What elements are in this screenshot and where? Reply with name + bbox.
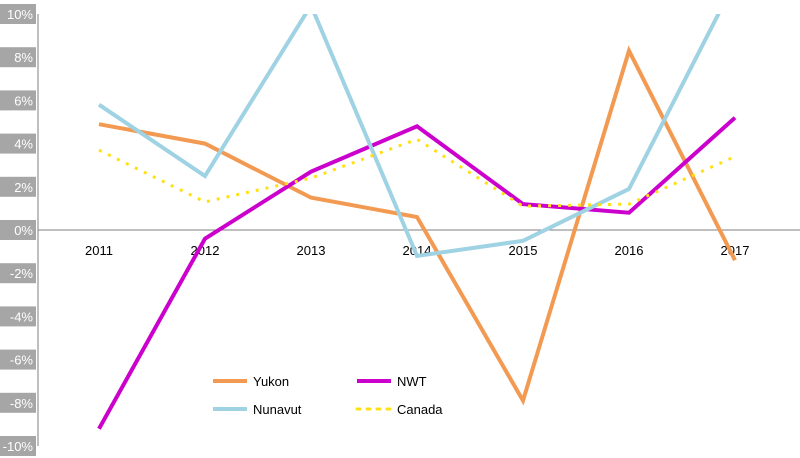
y-tick-label: -8% <box>10 396 34 411</box>
series-line-nwt <box>97 116 737 430</box>
legend-label-yukon: Yukon <box>253 374 289 389</box>
y-tick-label-bg <box>0 133 36 154</box>
y-tick-label: 0% <box>14 223 33 238</box>
series-line-canada <box>98 137 736 208</box>
y-tick-label-bg <box>0 392 36 413</box>
y-tick-label: 4% <box>14 137 33 152</box>
legend-label-canada: Canada <box>397 402 443 417</box>
y-tick-label: -10% <box>3 439 34 454</box>
y-tick-label-bg <box>0 90 36 111</box>
y-tick-label-bg <box>0 263 36 284</box>
y-tick-label: 6% <box>14 93 33 108</box>
y-tick-label-bg <box>0 47 36 68</box>
legend-label-nwt: NWT <box>397 374 427 389</box>
y-tick-label: -4% <box>10 309 34 324</box>
series-line-nunavut <box>97 14 721 259</box>
x-tick-label: 2015 <box>509 243 538 258</box>
y-axis: 10% 8% 6% 4% 2% 0% -2% -4% -6% -8% -10% <box>0 4 39 456</box>
y-tick-label: -2% <box>10 266 34 281</box>
legend: Yukon NWT Nunavut Canada <box>213 374 443 417</box>
legend-label-nunavut: Nunavut <box>253 402 302 417</box>
series-layer <box>97 14 737 430</box>
y-tick-label-bg <box>0 306 36 327</box>
y-tick-label: 2% <box>14 180 33 195</box>
y-tick-label-bg <box>0 436 36 456</box>
x-tick-label: 2017 <box>721 243 750 258</box>
y-tick-label: 10% <box>7 7 33 22</box>
y-tick-label-bg <box>0 4 36 24</box>
x-tick-label: 2013 <box>297 243 326 258</box>
y-tick-label: 8% <box>14 50 33 65</box>
y-tick-label-bg <box>0 349 36 370</box>
series-line-yukon <box>98 45 737 406</box>
y-tick-label-bg <box>0 176 36 197</box>
x-tick-label: 2011 <box>85 243 113 258</box>
y-tick-label: -6% <box>10 353 34 368</box>
x-tick-label: 2016 <box>615 243 644 258</box>
y-tick-label-bg <box>0 220 36 240</box>
